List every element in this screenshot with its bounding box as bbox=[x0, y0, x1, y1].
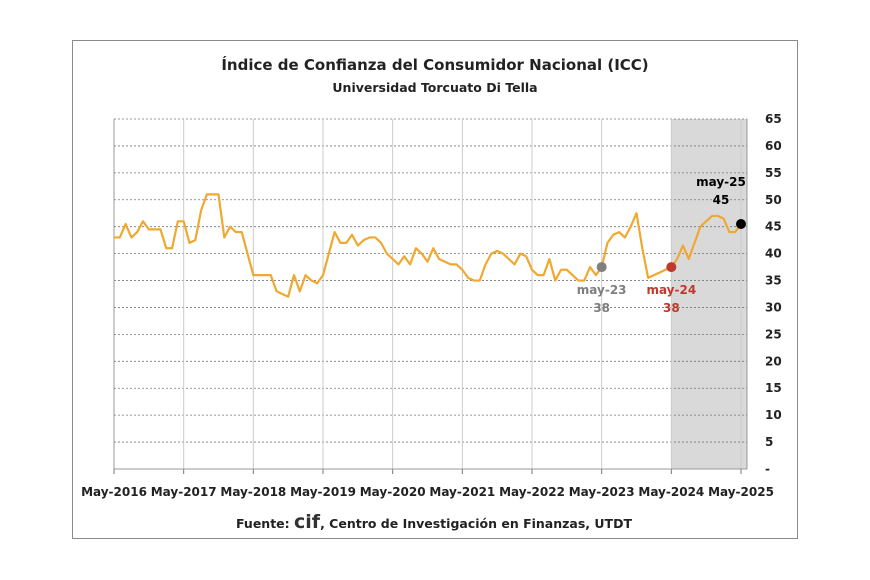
icc-series-line bbox=[114, 193, 742, 298]
cif-logo: cif bbox=[294, 511, 321, 533]
footer-suffix: , Centro de Investigación en Finanzas, U… bbox=[320, 516, 632, 531]
x-tick-label: May-2016 bbox=[81, 485, 147, 499]
annotation-point bbox=[596, 262, 607, 273]
y-tick-label: 5 bbox=[765, 435, 773, 449]
x-tick-label: May-2020 bbox=[360, 485, 426, 499]
annotation-point bbox=[666, 262, 677, 273]
y-tick-label: 55 bbox=[765, 166, 782, 180]
x-tick-label: May-2024 bbox=[638, 485, 704, 499]
chart-subtitle: Universidad Torcuato Di Tella bbox=[332, 80, 537, 95]
chart-title: Índice de Confianza del Consumidor Nacio… bbox=[221, 55, 648, 74]
y-tick-label: - bbox=[765, 462, 770, 476]
x-tick-label: May-2017 bbox=[151, 485, 217, 499]
y-tick-label: 25 bbox=[765, 327, 782, 341]
x-tick-label: May-2025 bbox=[708, 485, 774, 499]
x-tick-label: May-2019 bbox=[290, 485, 356, 499]
footer-prefix: Fuente: bbox=[236, 516, 294, 531]
annotation-label: may-23 bbox=[577, 283, 627, 297]
y-tick-label: 20 bbox=[765, 354, 782, 368]
annotation-value: 38 bbox=[663, 301, 680, 315]
y-tick-label: 50 bbox=[765, 193, 782, 207]
y-tick-label: 65 bbox=[765, 112, 782, 126]
y-tick-label: 15 bbox=[765, 381, 782, 395]
annotation-label: may-25 bbox=[696, 175, 746, 189]
x-tick-label: May-2022 bbox=[499, 485, 565, 499]
y-tick-label: 10 bbox=[765, 408, 782, 422]
x-tick-label: May-2018 bbox=[220, 485, 286, 499]
annotation-point bbox=[736, 219, 746, 229]
chart-frame bbox=[72, 40, 798, 539]
y-tick-label: 45 bbox=[765, 220, 782, 234]
x-tick-label: May-2021 bbox=[429, 485, 495, 499]
y-tick-label: 60 bbox=[765, 139, 782, 153]
y-tick-label: 35 bbox=[765, 274, 782, 288]
chart-footer: Fuente: cif, Centro de Investigación en … bbox=[236, 511, 632, 533]
x-tick-label: May-2023 bbox=[569, 485, 635, 499]
shaded-period bbox=[671, 119, 747, 469]
y-tick-label: 30 bbox=[765, 300, 782, 314]
y-tick-label: 40 bbox=[765, 247, 782, 261]
annotation-value: 45 bbox=[713, 193, 730, 207]
annotation-value: 38 bbox=[593, 301, 610, 315]
annotation-label: may-24 bbox=[646, 283, 696, 297]
